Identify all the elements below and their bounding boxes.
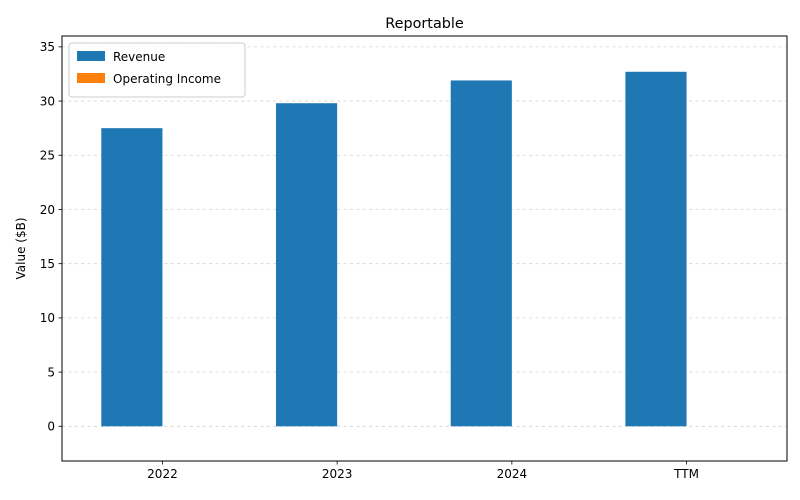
legend-swatch-1	[77, 73, 105, 83]
legend-swatch-0	[77, 51, 105, 61]
x-tick-label-1: 2023	[322, 467, 353, 481]
y-tick-label-4: 20	[40, 203, 55, 217]
legend-box	[68, 42, 246, 98]
y-tick-label-3: 15	[40, 257, 55, 271]
y-tick-label-5: 25	[40, 149, 55, 163]
bar-revenue-ttm	[625, 71, 687, 427]
y-tick-label-7: 35	[40, 40, 55, 54]
bar-revenue-2022	[101, 128, 163, 427]
legend-label-1: Operating Income	[113, 72, 221, 86]
legend: Revenue Operating Income	[68, 42, 246, 98]
bar-revenue-2024	[450, 80, 512, 427]
chart-title: Reportable	[385, 16, 464, 32]
y-axis-label: Value ($B)	[14, 218, 28, 280]
x-tick-label-2: 2024	[497, 467, 528, 481]
bars	[101, 71, 687, 427]
y-tick-label-6: 30	[40, 94, 55, 108]
y-tick-label-0: 0	[47, 420, 55, 434]
y-tick-label-1: 5	[47, 365, 55, 379]
plot-frame	[61, 35, 788, 462]
x-tick-label-3: TTM	[673, 467, 699, 481]
x-tick-label-0: 2022	[147, 467, 178, 481]
legend-label-0: Revenue	[113, 50, 165, 64]
axis-ticks: 0 5 10 15 20 25 30 35 2022 2023 2024 TTM	[40, 40, 699, 481]
bar-revenue-2023	[276, 103, 338, 427]
y-tick-label-2: 10	[40, 311, 55, 325]
